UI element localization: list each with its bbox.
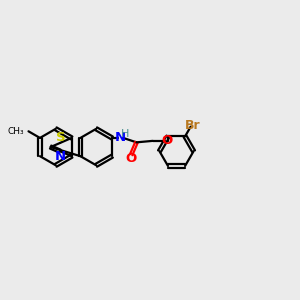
- Text: N: N: [55, 150, 66, 163]
- Text: S: S: [56, 131, 65, 144]
- Text: N: N: [115, 131, 126, 144]
- Text: CH₃: CH₃: [8, 127, 24, 136]
- Text: Br: Br: [185, 119, 201, 132]
- Text: O: O: [161, 134, 172, 147]
- Text: H: H: [121, 129, 130, 139]
- Text: O: O: [125, 152, 136, 165]
